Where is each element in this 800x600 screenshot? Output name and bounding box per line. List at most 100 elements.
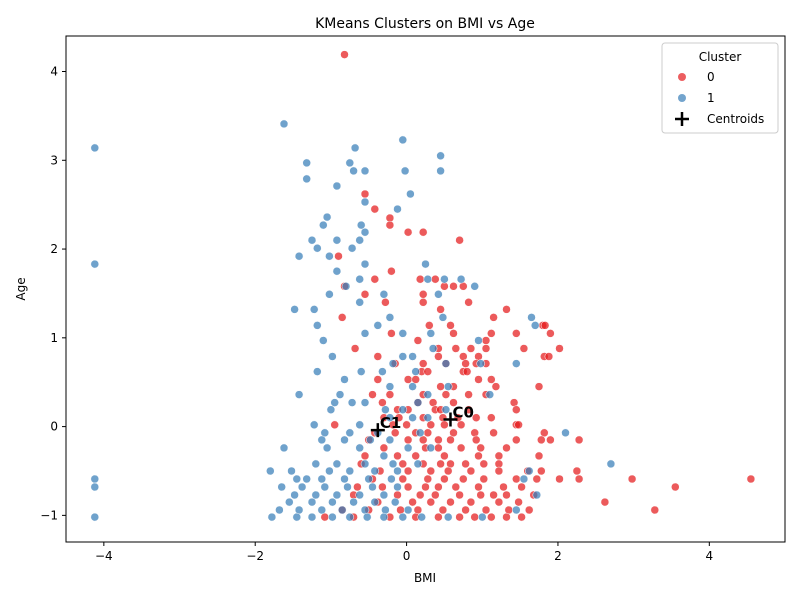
cluster-1-point bbox=[436, 151, 445, 161]
y-tick-label: 1 bbox=[50, 331, 58, 345]
cluster-1-point bbox=[366, 435, 375, 445]
cluster-1-point bbox=[307, 497, 317, 507]
cluster-0-point bbox=[455, 490, 464, 500]
cluster-0-point bbox=[471, 413, 481, 422]
cluster-1-point bbox=[360, 329, 370, 338]
cluster-0-point bbox=[487, 329, 496, 338]
cluster-1-point bbox=[285, 497, 294, 507]
cluster-0-point bbox=[479, 459, 489, 469]
x-tick-label: −4 bbox=[95, 549, 113, 563]
cluster-0-point bbox=[502, 512, 511, 522]
cluster-0-point bbox=[436, 382, 445, 391]
cluster-0-point bbox=[436, 459, 445, 469]
cluster-1-point bbox=[413, 398, 423, 407]
cluster-0-point bbox=[502, 305, 511, 314]
cluster-1-point bbox=[606, 459, 616, 469]
cluster-1-point bbox=[426, 329, 436, 338]
cluster-0-point bbox=[403, 435, 413, 445]
legend-label-centroids: Centroids bbox=[707, 112, 764, 126]
cluster-1-point bbox=[478, 512, 487, 522]
cluster-1-point bbox=[393, 204, 402, 214]
cluster-0-point bbox=[393, 451, 402, 461]
cluster-1-point bbox=[325, 290, 334, 299]
cluster-0-point bbox=[398, 474, 408, 484]
cluster-1-point bbox=[434, 290, 443, 299]
cluster-1-point bbox=[311, 459, 321, 469]
cluster-0-point bbox=[494, 466, 504, 476]
cluster-1-point bbox=[421, 259, 430, 269]
cluster-0-point bbox=[534, 451, 544, 461]
cluster-1-point bbox=[393, 482, 402, 492]
cluster-1-point bbox=[408, 413, 417, 422]
cluster-1-point bbox=[360, 227, 370, 237]
cluster-0-point bbox=[459, 474, 468, 484]
cluster-1-point bbox=[408, 352, 417, 361]
legend-title: Cluster bbox=[699, 50, 742, 64]
cluster-1-point bbox=[345, 428, 355, 438]
cluster-1-point bbox=[355, 298, 364, 307]
cluster-0-point bbox=[555, 474, 564, 484]
cluster-0-point bbox=[440, 474, 449, 484]
cluster-0-point bbox=[451, 344, 461, 353]
cluster-1-point bbox=[423, 390, 433, 399]
cluster-1-point bbox=[292, 474, 302, 484]
cluster-0-point bbox=[370, 274, 380, 284]
cluster-1-point bbox=[313, 367, 322, 376]
cluster-0-point bbox=[418, 227, 428, 237]
cluster-0-point bbox=[434, 512, 443, 522]
cluster-0-point bbox=[353, 482, 362, 492]
cluster-0-point bbox=[494, 451, 504, 461]
cluster-0-point bbox=[360, 290, 370, 299]
cluster-0-point bbox=[379, 443, 389, 453]
cluster-0-point bbox=[423, 428, 433, 438]
cluster-1-point bbox=[345, 512, 355, 522]
cluster-0-point bbox=[403, 466, 413, 476]
cluster-1-point bbox=[385, 382, 395, 391]
y-tick-label: 3 bbox=[50, 153, 58, 167]
cluster-0-point bbox=[481, 505, 491, 515]
cluster-1-point bbox=[332, 459, 342, 469]
cluster-1-point bbox=[426, 443, 436, 453]
cluster-0-point bbox=[449, 398, 458, 407]
cluster-1-point bbox=[90, 482, 100, 492]
cluster-0-point bbox=[421, 482, 430, 492]
cluster-0-point bbox=[517, 482, 526, 492]
cluster-0-point bbox=[418, 435, 428, 445]
cluster-1-point bbox=[485, 390, 495, 399]
cluster-1-point bbox=[328, 352, 337, 361]
x-axis-ticks: −4 −2 0 2 4 bbox=[95, 542, 713, 563]
cluster-0-point bbox=[449, 282, 458, 291]
cluster-0-point bbox=[574, 435, 584, 445]
cluster-1-point bbox=[292, 512, 302, 522]
cluster-0-point bbox=[540, 321, 550, 330]
cluster-1-point bbox=[441, 359, 451, 368]
cluster-0-point bbox=[524, 505, 534, 515]
cluster-0-point bbox=[476, 490, 485, 500]
cluster-0-point bbox=[402, 420, 411, 430]
cluster-0-point bbox=[340, 50, 349, 59]
cluster-1-point bbox=[398, 512, 408, 522]
cluster-0-point bbox=[418, 298, 428, 307]
cluster-0-point bbox=[440, 282, 449, 291]
cluster-0-point bbox=[504, 505, 514, 515]
cluster-0-point bbox=[502, 490, 511, 500]
cluster-0-point bbox=[546, 435, 555, 445]
cluster-0-point bbox=[423, 367, 433, 376]
cluster-0-point bbox=[398, 459, 408, 469]
cluster-0-point bbox=[396, 505, 405, 515]
cluster-1-point bbox=[379, 512, 389, 522]
cluster-0-point bbox=[489, 428, 498, 438]
cluster-0-point bbox=[434, 482, 443, 492]
centroid-marker bbox=[443, 412, 458, 427]
cluster-0-point bbox=[502, 443, 511, 453]
cluster-0-point bbox=[470, 512, 479, 522]
cluster-0-point bbox=[461, 459, 470, 469]
cluster-1-point bbox=[307, 512, 317, 522]
cluster-1-point bbox=[302, 158, 311, 168]
cluster-1-point bbox=[379, 290, 389, 299]
cluster-0-point bbox=[462, 367, 472, 376]
cluster-0-point bbox=[537, 435, 546, 445]
cluster-0-point bbox=[426, 420, 436, 430]
cluster-1-point bbox=[290, 305, 299, 314]
